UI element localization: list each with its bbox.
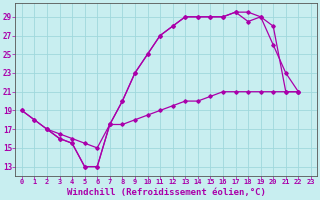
X-axis label: Windchill (Refroidissement éolien,°C): Windchill (Refroidissement éolien,°C) — [67, 188, 266, 197]
